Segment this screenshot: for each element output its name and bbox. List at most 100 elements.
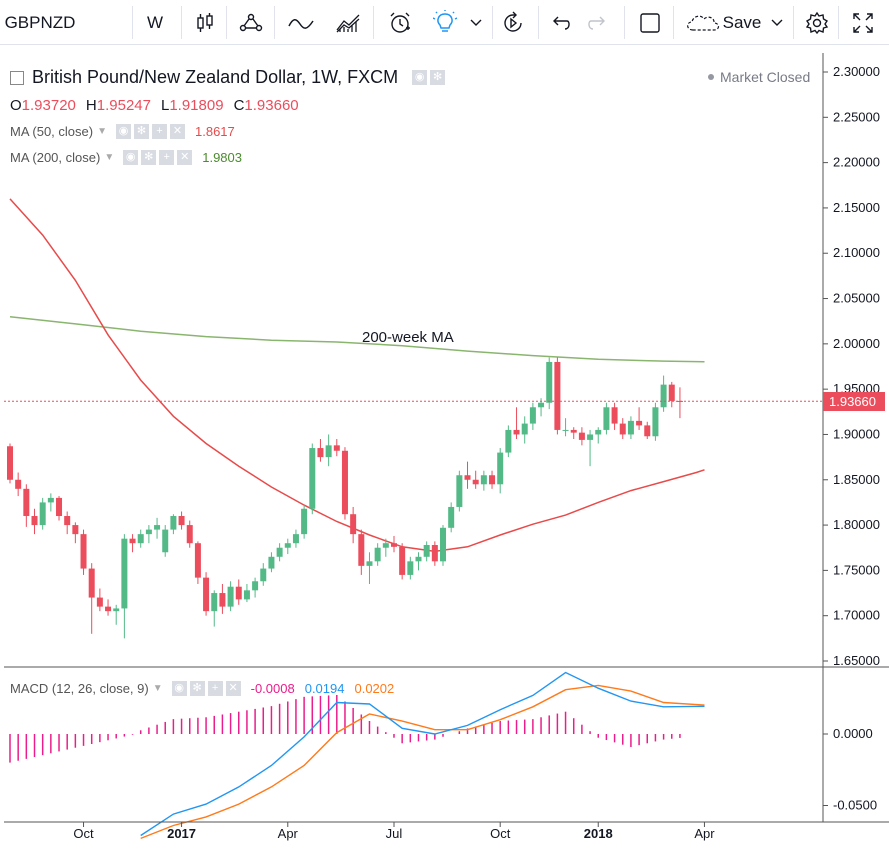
candle-body [39,502,46,526]
eye-icon[interactable]: ◉ [412,70,428,85]
candle-body [145,529,152,535]
candle-body [325,445,332,458]
save-button[interactable]: Save [720,0,764,45]
collapse-box-icon[interactable] [10,70,24,85]
price-chart[interactable]: 2.30000 2.25000 2.20000 2.15000 2.10000 2.050… [0,53,889,853]
ma200-eye-icon[interactable]: ◉ [123,150,139,165]
low-value: 1.91809 [169,97,224,114]
price-tick-label: 2.10000 [833,245,880,260]
layout-icon[interactable] [636,0,664,45]
candle-body [619,423,626,435]
macd-chevron-icon[interactable]: ▼ [152,683,163,694]
candle-body [341,450,348,515]
ma50-close-icon[interactable]: ✕ [170,124,185,139]
candle-body [440,527,447,562]
candle-body [7,446,13,480]
status-dot-icon [708,74,714,80]
price-tick-label: 2.15000 [833,200,880,215]
candle-body [358,534,365,566]
macd-close-icon[interactable]: ✕ [225,681,241,696]
candle-body [350,514,357,535]
candle-body [276,547,283,557]
compare-icon[interactable] [234,0,268,45]
market-status-text: Market Closed [720,69,811,85]
candle-body [513,429,520,435]
interval-button[interactable]: W [138,0,172,45]
candle-body [644,425,651,437]
symbol-search[interactable]: GBPNZD [4,0,76,45]
macd-gear-icon[interactable]: ✻ [189,681,205,696]
cloud-icon[interactable] [682,0,724,45]
candle-body [587,434,594,440]
fullscreen-icon[interactable] [846,0,880,45]
candle-body [529,407,536,424]
candle-body [374,547,381,562]
time-tick-label: Oct [73,826,94,841]
price-tick-label: 1.80000 [833,517,880,532]
candle-body [211,593,218,612]
candle-body [562,429,569,431]
ma200-value: 1.9803 [202,150,242,165]
candle-body [219,593,226,607]
templates-icon[interactable] [331,0,367,45]
redo-icon[interactable] [584,0,610,45]
ma50-plus-icon[interactable]: + [152,124,167,139]
ma50-label: MA (50, close) [10,124,94,139]
ma50-legend[interactable]: MA (50, close) ▼ ◉ ✻ + ✕ 1.8617 [10,124,235,139]
ma200-plus-icon[interactable]: + [159,150,175,165]
price-tick-label: 1.70000 [833,608,880,623]
save-chevron-down-icon[interactable] [768,0,786,45]
candle-body [652,407,659,437]
ma200-chevron-icon[interactable]: ▼ [104,152,115,163]
candle-body [603,407,610,430]
ma200-legend[interactable]: MA (200, close) ▼ ◉ ✻ + ✕ 1.9803 [10,150,242,165]
macd-eye-icon[interactable]: ◉ [171,681,187,696]
settings-icon[interactable] [802,0,832,45]
indicators-icon[interactable] [283,0,319,45]
candle-body [431,545,438,562]
ma50-path [9,198,705,553]
gear-icon[interactable]: ✻ [430,70,446,85]
candle-body [456,475,463,507]
candle-body [676,400,683,402]
ma200-path [9,315,705,363]
candle-body [243,590,250,600]
ma200-close-icon[interactable]: ✕ [177,150,193,165]
ma50-gear-icon[interactable]: ✻ [134,124,149,139]
open-label: O [10,97,22,114]
candle-body [636,420,643,426]
ma200-gear-icon[interactable]: ✻ [141,150,157,165]
chevron-down-icon[interactable] [467,0,485,45]
macd-legend[interactable]: MACD (12, 26, close, 9) ▼ ◉ ✻ + ✕ -0.000… [10,681,394,696]
ma50-chevron-icon[interactable]: ▼ [97,126,107,137]
candle-body [309,448,316,509]
candle-body [105,606,112,612]
candle-body [47,497,54,503]
interval-label: W [146,12,164,32]
candle-body [129,538,136,544]
open-value: 1.93720 [21,97,76,114]
candles-icon[interactable] [190,0,220,45]
candle-body [96,597,103,607]
macd-plus-icon[interactable]: + [207,681,223,696]
symbol-label: GBPNZD [4,12,76,32]
time-tick-label: 2017 [167,826,196,841]
last-price-text: 1.93660 [829,394,876,409]
replay-icon[interactable] [498,0,528,45]
ideas-icon[interactable] [428,0,462,45]
price-tick-label: 2.30000 [833,64,880,79]
candle-body [162,529,169,553]
candle-body [15,479,22,489]
low-label: L [160,97,170,114]
time-tick-label: Apr [694,826,715,841]
candle-body [333,445,340,451]
candle-body [407,561,414,575]
candle-body [137,534,144,544]
top-toolbar: GBPNZD W Save [0,0,889,45]
alert-icon[interactable] [383,0,417,45]
macd-lines [140,671,705,840]
undo-icon[interactable] [548,0,574,45]
ma50-eye-icon[interactable]: ◉ [116,124,131,139]
candle-body [399,546,406,575]
chart-area[interactable]: 2.30000 2.25000 2.20000 2.15000 2.10000 2.050… [0,53,889,853]
